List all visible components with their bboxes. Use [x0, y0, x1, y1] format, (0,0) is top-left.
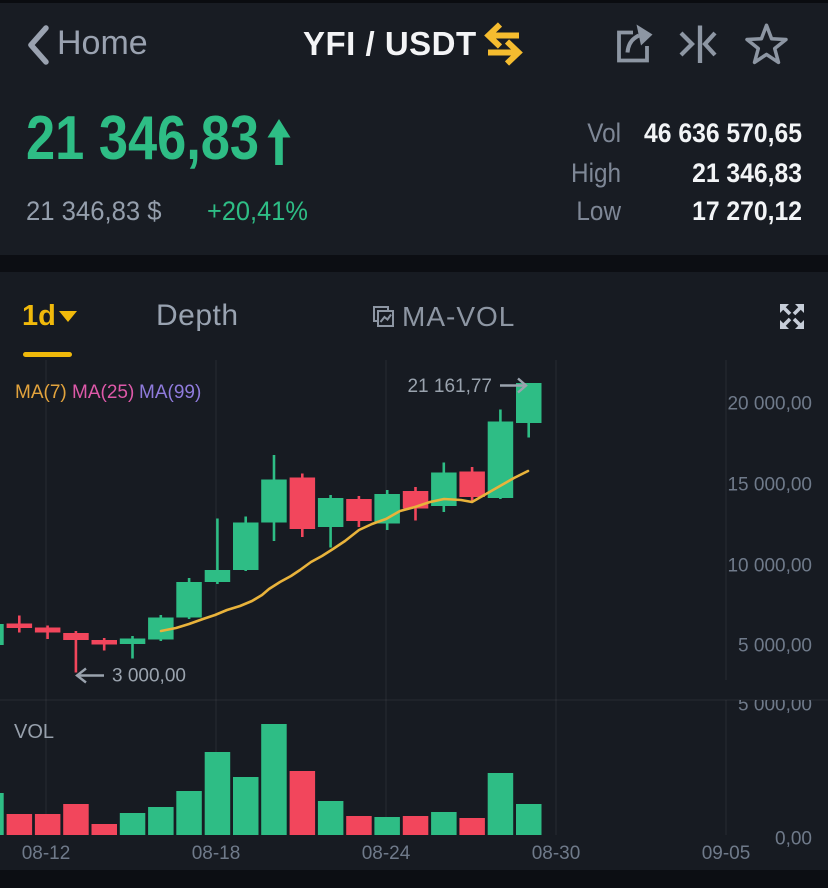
svg-text:08-24: 08-24	[362, 843, 411, 864]
svg-text:08-12: 08-12	[22, 843, 71, 864]
svg-text:15 000,00: 15 000,00	[727, 475, 812, 496]
svg-text:21 161,77: 21 161,77	[407, 376, 492, 397]
svg-text:MA(25): MA(25)	[72, 382, 134, 403]
svg-text:10 000,00: 10 000,00	[727, 556, 812, 577]
svg-text:08-30: 08-30	[532, 843, 581, 864]
svg-text:0,00: 0,00	[775, 829, 812, 850]
svg-text:3 000,00: 3 000,00	[112, 666, 186, 687]
svg-text:MA(99): MA(99)	[139, 382, 201, 403]
svg-text:VOL: VOL	[14, 721, 54, 743]
svg-text:MA(7): MA(7)	[15, 382, 67, 403]
svg-text:08-18: 08-18	[192, 843, 241, 864]
svg-text:09-05: 09-05	[702, 843, 751, 864]
svg-text:5 000,00: 5 000,00	[738, 636, 812, 657]
svg-text:20 000,00: 20 000,00	[727, 394, 812, 415]
